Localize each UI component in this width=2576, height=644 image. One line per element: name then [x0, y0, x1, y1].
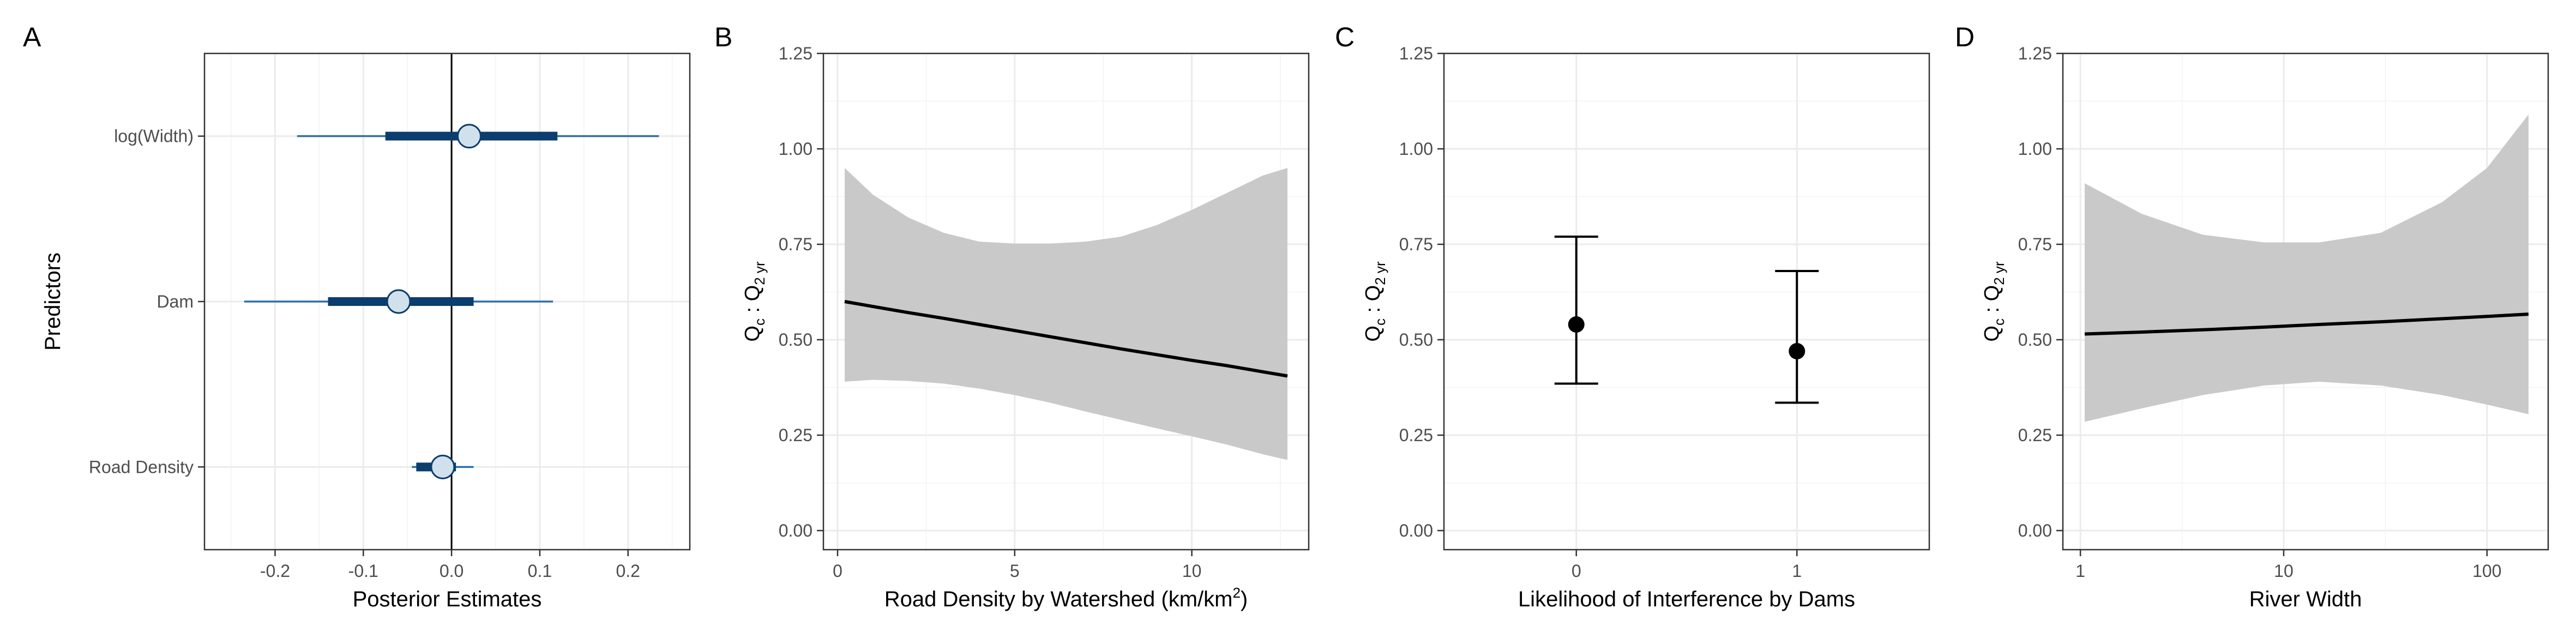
panel-d-y-axis-title: Qc : Q2 yr	[1981, 261, 2007, 341]
panel-a-x-axis-title: Posterior Estimates	[353, 587, 542, 611]
panel-a-x-tick-label: -0.2	[260, 561, 290, 581]
panel-b-plot-border	[822, 52, 1310, 551]
panel-c-x-tick-label: 0	[1572, 561, 1581, 581]
panel-d-river-width-plot: 0.00 0.25 0.50 0.75 1.00 1.25 1 10 100 River Wid…	[1981, 44, 2549, 611]
panel-b-y-tick-label: 0.75	[779, 234, 812, 254]
panel-c-y-tick-label: 0.50	[1399, 330, 1433, 350]
panel-c-point	[1789, 343, 1805, 359]
panel-d-y-tick-label: 0.75	[2018, 234, 2052, 254]
panel-b-y-tick-label: 1.25	[779, 44, 812, 63]
panel-b-x-tick-label: 5	[1010, 561, 1020, 581]
panel-label-a: A	[23, 22, 41, 52]
panel-c-plot-border	[1443, 52, 1930, 551]
panel-c-y-tick-label: 0.00	[1399, 521, 1433, 540]
panel-a-y-tick-label: log(Width)	[114, 127, 194, 146]
panel-label-c: C	[1335, 22, 1355, 52]
panel-a-median-point	[456, 124, 482, 149]
panel-b-x-axis-title-main: Road Density by Watershed (km/km	[884, 587, 1233, 611]
panel-label-b: B	[714, 22, 732, 52]
panel-b-y-tick-label: 0.25	[779, 425, 812, 445]
panel-c-y-axis-title-sep: : Q	[1362, 285, 1385, 318]
panel-d-y-axis-title-q: Q	[1981, 326, 2003, 342]
panel-b-y-tick-label: 0.50	[779, 330, 812, 350]
panel-a-y-tick-label: Dam	[157, 292, 194, 311]
panel-a-x-tick-label: 0.1	[528, 561, 552, 581]
panel-a-x-tick-label: 0.2	[616, 561, 640, 581]
panel-c-y-tick-label: 1.00	[1399, 139, 1433, 159]
panel-b-x-tick-label: 10	[1182, 561, 1202, 581]
panel-d-y-tick-label: 0.25	[2018, 425, 2052, 445]
panel-b-road-density-plot: 0.00 0.25 0.50 0.75 1.00 1.25 0 5 10 Road Densit…	[741, 44, 1310, 611]
panel-c-y-tick-label: 0.75	[1399, 234, 1433, 254]
panel-a-x-tick-label: -0.1	[348, 561, 378, 581]
panel-a-x-tick-label: 0.0	[440, 561, 464, 581]
panel-d-y-axis-title-sep: : Q	[1981, 285, 2003, 318]
panel-b-y-axis-title-sub2: 2 yr	[751, 261, 768, 285]
panel-c-dam-interference-plot: 0.00 0.25 0.50 0.75 1.00 1.25 0 1 Likelihood of…	[1362, 44, 1930, 611]
panel-b-x-axis-title: Road Density by Watershed (km/km2)	[884, 585, 1248, 611]
panel-c-point	[1568, 316, 1585, 333]
panel-d-x-axis-title: River Width	[2249, 587, 2362, 611]
panel-d-y-axis-title-sub2: 2 yr	[1991, 261, 2007, 285]
panel-c-y-tick-label: 0.25	[1399, 425, 1433, 445]
panel-a-median-point	[430, 454, 455, 479]
panel-d-x-tick-label: 1	[2075, 561, 2085, 581]
panel-c-y-axis-title-q: Q	[1362, 326, 1385, 342]
panel-d-y-axis-title-sub1: c	[1991, 318, 2007, 326]
panel-c-x-axis-title: Likelihood of Interference by Dams	[1518, 587, 1855, 611]
panel-label-d: D	[1955, 22, 1975, 52]
panel-d-y-tick-label: 0.00	[2018, 521, 2052, 540]
panel-c-y-axis-title: Qc : Q2 yr	[1362, 261, 1388, 341]
panel-d-y-tick-label: 1.00	[2018, 139, 2052, 159]
panel-b-fitted-line	[844, 300, 1288, 378]
panel-b-x-axis-title-sup: 2	[1232, 585, 1240, 601]
panel-d-x-tick-label: 10	[2274, 561, 2294, 581]
panel-b-y-axis-title-q: Q	[741, 326, 764, 342]
panel-a-median-point	[386, 289, 411, 314]
panel-b-credible-band	[845, 168, 1287, 460]
panel-b-y-tick-label: 1.00	[779, 139, 812, 159]
panel-b-y-axis-title-sub1: c	[751, 318, 768, 326]
panel-b-x-axis-title-end: )	[1241, 587, 1248, 611]
panel-a-y-axis-title: Predictors	[41, 252, 65, 351]
panel-a-forest-plot: -0.2 -0.1 0.0 0.1 0.2 log(Width) Dam Road Densi…	[41, 52, 691, 611]
panel-d-fitted-line	[2084, 312, 2529, 336]
panel-b-y-tick-label: 0.00	[779, 521, 812, 540]
panel-c-y-tick-label: 1.25	[1399, 44, 1433, 63]
panel-a-y-tick-label: Road Density	[89, 457, 194, 477]
panel-c-y-axis-title-sub2: 2 yr	[1372, 261, 1388, 285]
panel-d-x-tick-label: 100	[2472, 561, 2501, 581]
panel-c-x-tick-label: 1	[1792, 561, 1802, 581]
panel-d-plot-border	[2062, 52, 2549, 551]
panel-b-y-axis-title: Qc : Q2 yr	[741, 261, 768, 341]
panel-d-y-tick-label: 1.25	[2018, 44, 2052, 63]
panel-b-x-tick-label: 0	[833, 561, 842, 581]
panel-d-y-tick-label: 0.50	[2018, 330, 2052, 350]
panel-c-y-axis-title-sub1: c	[1372, 318, 1388, 326]
panel-d-credible-band	[2085, 115, 2529, 422]
panel-b-y-axis-title-sep: : Q	[741, 285, 764, 318]
